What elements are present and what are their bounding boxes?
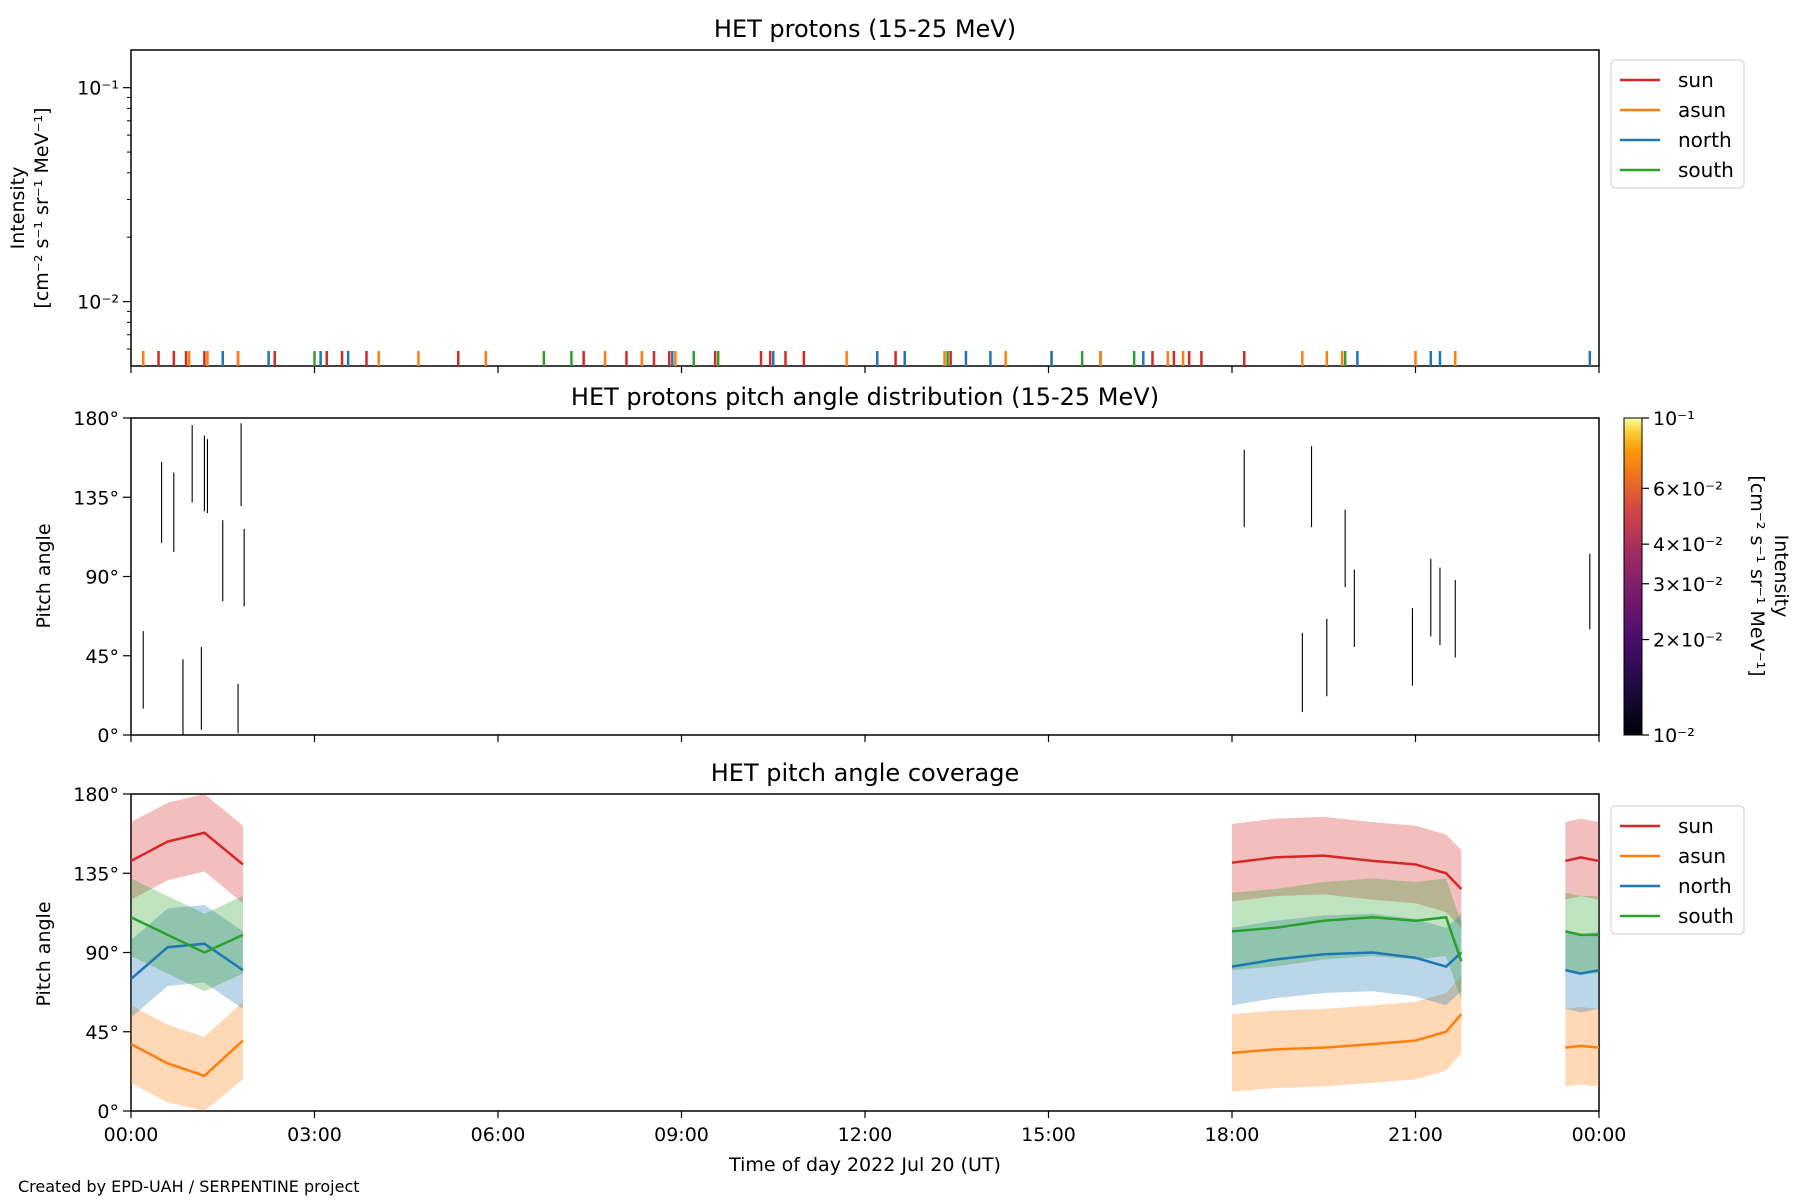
coverage-band-south — [1565, 892, 1599, 974]
colorbar-ticks: 10⁻¹ 6×10⁻² 4×10⁻² 3×10⁻² 2×10⁻² 10⁻² — [1642, 408, 1723, 747]
coverage-band-south — [1232, 878, 1462, 1001]
panel2-yticks: 0° 45° 90° 135° 180° — [73, 408, 131, 747]
colorbar-label-unit: [cm⁻² s⁻¹ sr⁻¹ MeV⁻¹] — [1746, 475, 1768, 676]
y-tick-label: 180° — [73, 408, 119, 430]
panel3-title: HET pitch angle coverage — [711, 759, 1019, 787]
colorbar-gradient — [1623, 417, 1643, 736]
coverage-band-north — [1232, 913, 1462, 1006]
legend-label-sun: sun — [1678, 814, 1714, 838]
coverage-band-asun — [1232, 975, 1462, 1092]
legend-box — [1610, 805, 1745, 935]
panel1-xticks — [130, 366, 1600, 373]
y-tick-label: 0° — [97, 1101, 119, 1123]
panel1-marks — [141, 351, 1592, 366]
coverage-band-sun — [131, 794, 243, 904]
y-tick-label: 90° — [85, 567, 119, 589]
coverage-line-sun — [130, 831, 244, 866]
panel3-xticks: 00:00 03:00 06:00 09:00 12:00 15:00 18:00 21:00… — [104, 1111, 1627, 1146]
x-tick-label: 06:00 — [471, 1124, 526, 1146]
colorbar-label: Intensity — [1770, 535, 1792, 618]
panel-coverage: HET pitch angle coverage 0° 45° 90° 135° 180… — [33, 759, 1745, 1176]
x-tick-label: 00:00 — [104, 1124, 159, 1146]
panel2-xticks — [130, 735, 1600, 742]
panel2-title: HET protons pitch angle distribution (15… — [571, 383, 1159, 411]
coverage-line-south — [130, 916, 244, 954]
x-tick-label: 00:00 — [1572, 1124, 1627, 1146]
panel3-ylabel: Pitch angle — [33, 901, 55, 1006]
legend-label-asun: asun — [1678, 844, 1726, 868]
legend-label-north: north — [1678, 874, 1732, 898]
coverage-line-asun — [1565, 1044, 1600, 1049]
coverage-line-asun — [130, 1039, 244, 1078]
x-tick-label: 18:00 — [1205, 1124, 1260, 1146]
colorbar-tick-label: 10⁻² — [1653, 725, 1695, 747]
panel1-frame — [130, 49, 1600, 367]
coverage-line-south — [1565, 930, 1599, 937]
x-tick-label: 03:00 — [287, 1124, 342, 1146]
panel1-ylabel-unit: [cm⁻² s⁻¹ sr⁻¹ MeV⁻¹] — [31, 107, 53, 308]
coverage-band-sun — [1565, 818, 1599, 900]
y-tick-label: 10⁻² — [77, 292, 119, 314]
colorbar-tick-label: 6×10⁻² — [1653, 478, 1723, 500]
legend-label-sun: sun — [1678, 68, 1714, 92]
coverage-band-north — [131, 904, 243, 1018]
y-tick-label: 45° — [85, 1022, 119, 1044]
panel3-legend: sun asun north south — [1610, 805, 1745, 935]
legend-label-asun: asun — [1678, 98, 1726, 122]
colorbar-tick-label: 10⁻¹ — [1653, 408, 1695, 430]
x-tick-label: 12:00 — [838, 1124, 893, 1146]
colorbar-tick-label: 4×10⁻² — [1653, 534, 1723, 556]
coverage-line-north — [1231, 951, 1463, 968]
footer-credit: Created by EPD-UAH / SERPENTINE project — [18, 1177, 360, 1196]
y-tick-label: 45° — [85, 646, 119, 668]
x-tick-label: 21:00 — [1388, 1124, 1443, 1146]
x-axis-label: Time of day 2022 Jul 20 (UT) — [728, 1154, 1001, 1176]
panel1-title: HET protons (15-25 MeV) — [714, 15, 1016, 43]
legend-label-south: south — [1678, 158, 1734, 182]
y-tick-label: 10⁻¹ — [77, 78, 119, 100]
y-tick-label: 180° — [73, 784, 119, 806]
y-tick-label: 0° — [97, 725, 119, 747]
coverage-band-asun — [131, 1001, 243, 1111]
coverage-line-sun — [1231, 854, 1463, 890]
panel2-marks — [142, 423, 1591, 735]
coverage-line-asun — [1231, 1013, 1463, 1055]
coverage-line-sun — [1565, 856, 1600, 863]
panel3-marks — [130, 794, 1600, 1111]
coverage-band-south — [131, 878, 243, 992]
coverage-line-north — [130, 942, 244, 980]
coverage-band-sun — [1232, 816, 1462, 928]
panel1-ylabel: Intensity — [7, 167, 29, 250]
panel-pitch-distribution: HET protons pitch angle distribution (15… — [33, 383, 1792, 747]
panel3-yticks: 0° 45° 90° 135° 180° — [73, 784, 131, 1123]
panel1-legend: sun asun north south — [1610, 59, 1745, 189]
y-tick-label: 135° — [73, 863, 119, 885]
coverage-line-south — [1231, 915, 1463, 962]
y-tick-label: 135° — [73, 487, 119, 509]
coverage-band-north — [1565, 931, 1599, 1013]
coverage-line-north — [1565, 968, 1600, 975]
panel1-yticks: 10⁻¹ 10⁻² — [77, 78, 131, 350]
panel-intensity: HET protons (15-25 MeV) 10⁻¹ 10⁻² Intensi… — [7, 15, 1745, 373]
legend-label-north: north — [1678, 128, 1732, 152]
colorbar-tick-label: 3×10⁻² — [1653, 574, 1723, 596]
colorbar-tick-label: 2×10⁻² — [1653, 630, 1723, 652]
x-tick-label: 09:00 — [654, 1124, 709, 1146]
y-tick-label: 90° — [85, 943, 119, 965]
panel2-frame — [130, 417, 1600, 736]
legend-label-south: south — [1678, 904, 1734, 928]
panel2-ylabel: Pitch angle — [33, 523, 55, 628]
x-tick-label: 15:00 — [1021, 1124, 1076, 1146]
colorbar: 10⁻¹ 6×10⁻² 4×10⁻² 3×10⁻² 2×10⁻² 10⁻² Intensi… — [1623, 408, 1792, 747]
legend-box — [1610, 59, 1745, 189]
